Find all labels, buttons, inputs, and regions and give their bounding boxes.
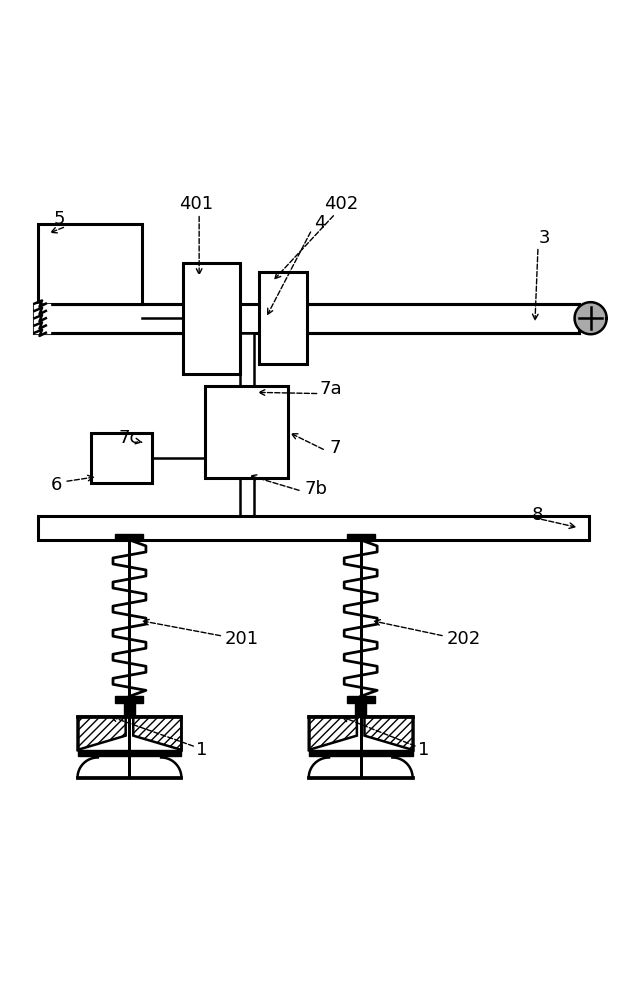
Text: 7c: 7c <box>119 429 140 447</box>
Polygon shape <box>77 717 126 750</box>
Text: 402: 402 <box>325 195 358 213</box>
Text: 3: 3 <box>539 229 550 247</box>
Text: 7a: 7a <box>320 380 342 398</box>
Bar <box>240 333 254 386</box>
Text: 7: 7 <box>329 439 341 457</box>
Bar <box>91 433 151 483</box>
Bar <box>35 304 579 333</box>
Text: 401: 401 <box>179 195 213 213</box>
Bar <box>347 534 374 540</box>
Polygon shape <box>364 717 413 750</box>
Text: 202: 202 <box>446 630 481 648</box>
Text: 201: 201 <box>224 630 259 648</box>
Bar <box>355 703 366 717</box>
Polygon shape <box>309 717 357 750</box>
Bar <box>347 696 374 703</box>
Polygon shape <box>134 717 181 750</box>
Bar <box>38 516 589 540</box>
Bar <box>309 750 413 756</box>
Bar <box>77 750 181 756</box>
Text: 1: 1 <box>418 741 429 759</box>
Text: 4: 4 <box>314 214 325 232</box>
Bar <box>206 386 288 478</box>
Text: 5: 5 <box>54 210 66 228</box>
Bar <box>183 263 240 374</box>
Bar <box>38 224 142 304</box>
Text: 7b: 7b <box>304 480 327 498</box>
Polygon shape <box>574 302 606 334</box>
Bar <box>240 478 254 516</box>
Bar <box>116 534 144 540</box>
Text: 6: 6 <box>51 476 63 494</box>
Bar <box>124 703 135 717</box>
Text: 8: 8 <box>532 506 543 524</box>
Text: 1: 1 <box>196 741 207 759</box>
Bar <box>116 696 144 703</box>
Bar <box>259 272 307 364</box>
